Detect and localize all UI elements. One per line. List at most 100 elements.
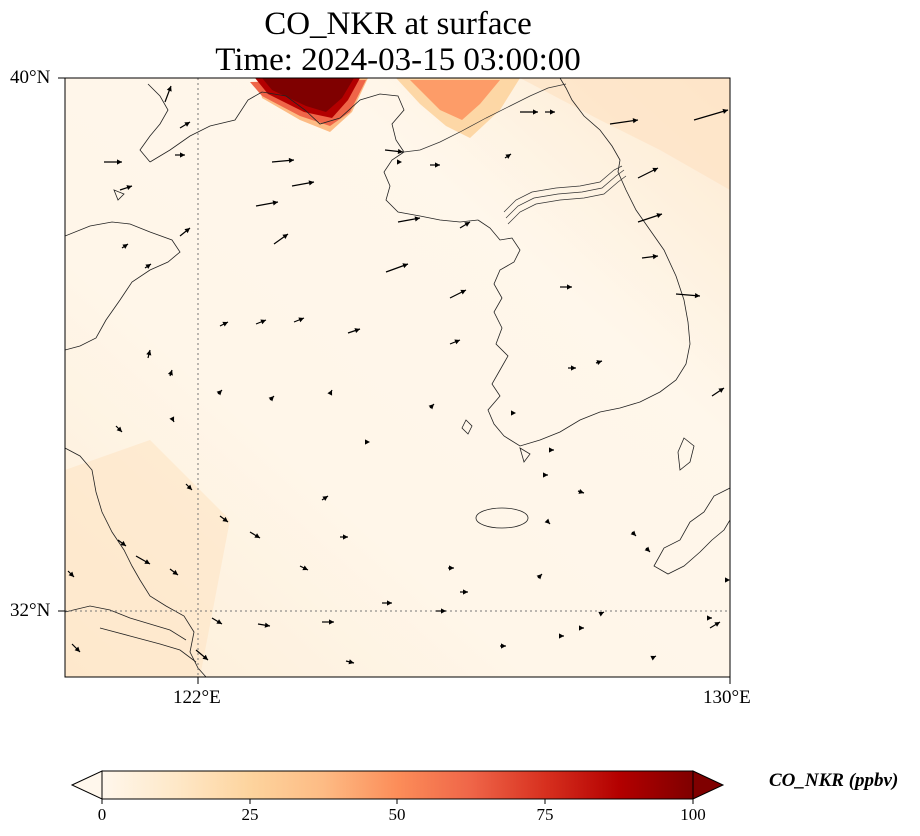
wind-arrow [340,534,348,540]
wind-arrow [543,472,548,478]
wind-arrow [382,600,392,606]
wind-arrow [179,227,191,237]
wind-arrow [169,416,175,423]
wind-arrow [385,263,409,273]
wind-arrow [641,254,659,260]
colorbar-tick: 75 [536,805,554,824]
wind-arrow [693,108,729,121]
wind-arrow [568,365,576,371]
wind-arrow [637,167,659,179]
wind-arrow [711,387,725,397]
wind-arrow [271,157,295,164]
wind-arrow [650,655,657,661]
wind-arrow [511,410,516,416]
colorbar-tick: 25 [241,805,259,824]
wind-arrow [291,180,315,187]
wind-arrow [545,109,555,115]
colorbar-tick: 100 [680,805,706,824]
wind-arrow [185,483,193,491]
wind-arrow [216,389,223,396]
wind-arrow [164,85,172,103]
wind-arrow [169,568,179,576]
colorbar-gradient [101,770,694,800]
lat-tick-40n: 40°N [10,67,51,88]
wind-arrow [273,233,289,245]
wind-arrow [500,643,506,649]
country-borders [403,83,627,225]
wind-arrow [347,328,361,334]
wind-arrow [397,159,402,165]
wind-arrow [327,389,333,396]
wind-arrow [448,565,454,571]
wind-arrow [249,531,261,539]
wind-arrow [195,649,209,661]
wind-arrow [322,619,334,625]
wind-arrow [460,589,468,595]
wind-arrow [577,488,585,494]
wind-arrow [725,577,730,583]
wind-arrow [544,518,551,525]
colorbar-label: CO_NKR (ppbv) [769,770,899,791]
wind-arrow [365,439,370,445]
wind-arrow [428,403,435,410]
wind-arrow [707,615,712,621]
wind-arrow [255,200,279,207]
coastlines [65,78,730,677]
wind-arrow [430,162,440,168]
wind-arrow [449,289,467,299]
wind-arrow [630,530,637,537]
wind-arrow [119,185,133,191]
gridlines [65,78,730,677]
map-time: Time: 2024-03-15 03:00:00 [215,42,581,78]
wind-arrow [637,213,663,223]
wind-arrow [397,216,421,223]
wind-arrow [179,121,191,129]
wind-arrow [175,152,185,158]
wind-arrow [268,395,275,402]
wind-arrow [257,622,271,628]
wind-vectors [67,85,730,665]
wind-arrow [121,243,129,249]
lon-tick-122e: 122°E [173,687,221,708]
wind-arrow [449,339,461,345]
map-title: CO_NKR at surface [264,6,532,42]
wind-arrow [219,321,229,327]
wind-arrow [321,495,329,501]
colorbar-tick: 0 [97,805,107,824]
wind-arrow [459,221,471,229]
colorbar-tick: 50 [388,805,406,824]
wind-arrow [255,319,267,325]
axis-ticks [58,77,731,684]
wind-arrow [598,611,605,617]
wind-arrow [559,633,564,639]
wind-arrow [144,263,152,269]
map-frame [64,77,731,678]
wind-arrow [135,555,151,565]
colorbar [70,770,725,804]
wind-arrow [560,284,572,290]
wind-arrow [675,292,701,299]
wind-arrow [117,539,127,547]
wind-arrow [104,159,122,165]
lon-tick-130e: 130°E [703,687,751,708]
wind-arrow [609,118,639,125]
wind-arrow [384,148,404,155]
wind-arrow [520,109,538,115]
wind-arrow [293,317,305,323]
wind-arrow [536,573,543,580]
wind-arrow [115,425,123,433]
wind-arrow [549,447,554,453]
wind-arrow [345,659,355,665]
wind-arrow [167,369,173,377]
wind-arrow [644,546,651,553]
colorbar-max-extend [692,770,725,800]
wind-arrow [211,617,223,625]
wind-arrow [299,565,309,571]
wind-arrow [436,608,446,614]
wind-arrow [146,349,152,359]
colorbar-min-extend [70,770,103,800]
co-concentration-field [65,78,730,677]
wind-arrow [579,625,584,631]
wind-arrow [71,643,81,653]
